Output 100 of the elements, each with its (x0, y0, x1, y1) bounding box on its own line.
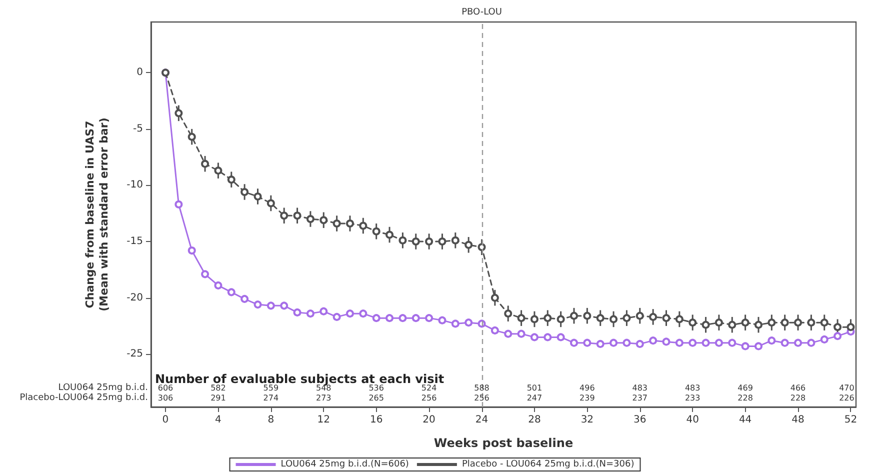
x-tick-label: 24 (475, 414, 488, 426)
point (174, 109, 183, 118)
x-tick-label: 52 (844, 414, 858, 426)
point (780, 338, 789, 347)
point (610, 338, 618, 347)
point (728, 320, 736, 329)
point (675, 338, 684, 347)
point (398, 314, 407, 322)
y-tick-label: -20 (126, 292, 143, 304)
point (768, 318, 776, 327)
point (649, 336, 658, 345)
x-axis-title: Weeks post baseline (434, 436, 574, 450)
annotation: 239 (580, 394, 595, 402)
point (359, 222, 368, 230)
ref-line-label: PBO-LOU (462, 8, 502, 18)
point (188, 246, 196, 255)
y-tick-label: -25 (126, 348, 143, 360)
x-tick-label: 16 (370, 414, 383, 426)
point (451, 320, 460, 328)
point (240, 188, 249, 196)
point (768, 336, 776, 345)
annotation: 228 (790, 394, 806, 402)
point (622, 314, 631, 322)
annotation: 273 (316, 394, 332, 402)
point (741, 342, 750, 350)
x-tick-label: 12 (317, 414, 330, 426)
point (266, 302, 275, 310)
point (636, 312, 644, 320)
point (662, 314, 670, 322)
point (412, 238, 420, 246)
point (556, 315, 565, 324)
point (346, 220, 354, 228)
point (570, 338, 578, 347)
point (530, 315, 538, 324)
point (280, 302, 288, 310)
point (807, 318, 816, 327)
point (320, 307, 328, 316)
point (583, 338, 592, 347)
annotation: 559 (263, 384, 279, 392)
x-tick-label: 0 (162, 414, 169, 426)
x-tick-label: 36 (634, 414, 646, 426)
point (201, 270, 210, 278)
annotation: 606 (158, 384, 174, 392)
point (688, 338, 697, 347)
point (490, 326, 499, 334)
point (820, 318, 828, 327)
point (517, 314, 526, 322)
point (332, 312, 341, 321)
legend-label: LOU064 25mg b.i.d.(N=606) (280, 460, 409, 470)
point (478, 243, 486, 252)
point (398, 236, 407, 244)
point (320, 216, 328, 224)
point (425, 314, 434, 322)
annotation: 548 (316, 384, 332, 392)
point (834, 332, 842, 340)
point (649, 312, 658, 321)
point (702, 320, 710, 329)
x-tick-label: 32 (580, 414, 594, 426)
annotation: 469 (738, 384, 753, 392)
point (846, 323, 855, 332)
annotation: 582 (210, 384, 226, 392)
annotation: 233 (684, 394, 700, 402)
point (622, 338, 631, 347)
point (201, 160, 210, 168)
point (346, 310, 354, 318)
y-tick-label: 0 (136, 67, 143, 78)
point (504, 310, 512, 318)
point (530, 333, 538, 342)
point (293, 212, 302, 220)
point (227, 176, 236, 184)
point (636, 340, 644, 348)
annotation: 228 (738, 394, 753, 402)
annotation: 274 (263, 394, 279, 402)
annotation: 237 (632, 394, 648, 402)
point (794, 338, 802, 347)
point (517, 330, 526, 338)
point (425, 238, 434, 246)
point (266, 199, 275, 208)
point (596, 340, 604, 348)
point (794, 318, 802, 327)
point (280, 212, 288, 220)
annotation: 256 (474, 394, 490, 402)
point (675, 315, 684, 324)
point (807, 338, 816, 347)
point (372, 227, 380, 236)
point (188, 132, 196, 141)
point (438, 238, 446, 246)
legend-label: Placebo - LOU064 25mg b.i.d.(N=306) (462, 460, 634, 470)
point (570, 312, 578, 320)
x-tick-label: 20 (422, 414, 436, 426)
point (438, 316, 446, 324)
x-tick-label: 28 (528, 414, 541, 426)
point (214, 281, 222, 290)
annotation: 247 (526, 394, 542, 402)
annotation: 501 (526, 384, 542, 392)
x-tick-label: 48 (792, 414, 804, 426)
point (741, 318, 750, 327)
annotation: 466 (790, 384, 806, 392)
point (834, 323, 842, 332)
point (227, 288, 236, 296)
